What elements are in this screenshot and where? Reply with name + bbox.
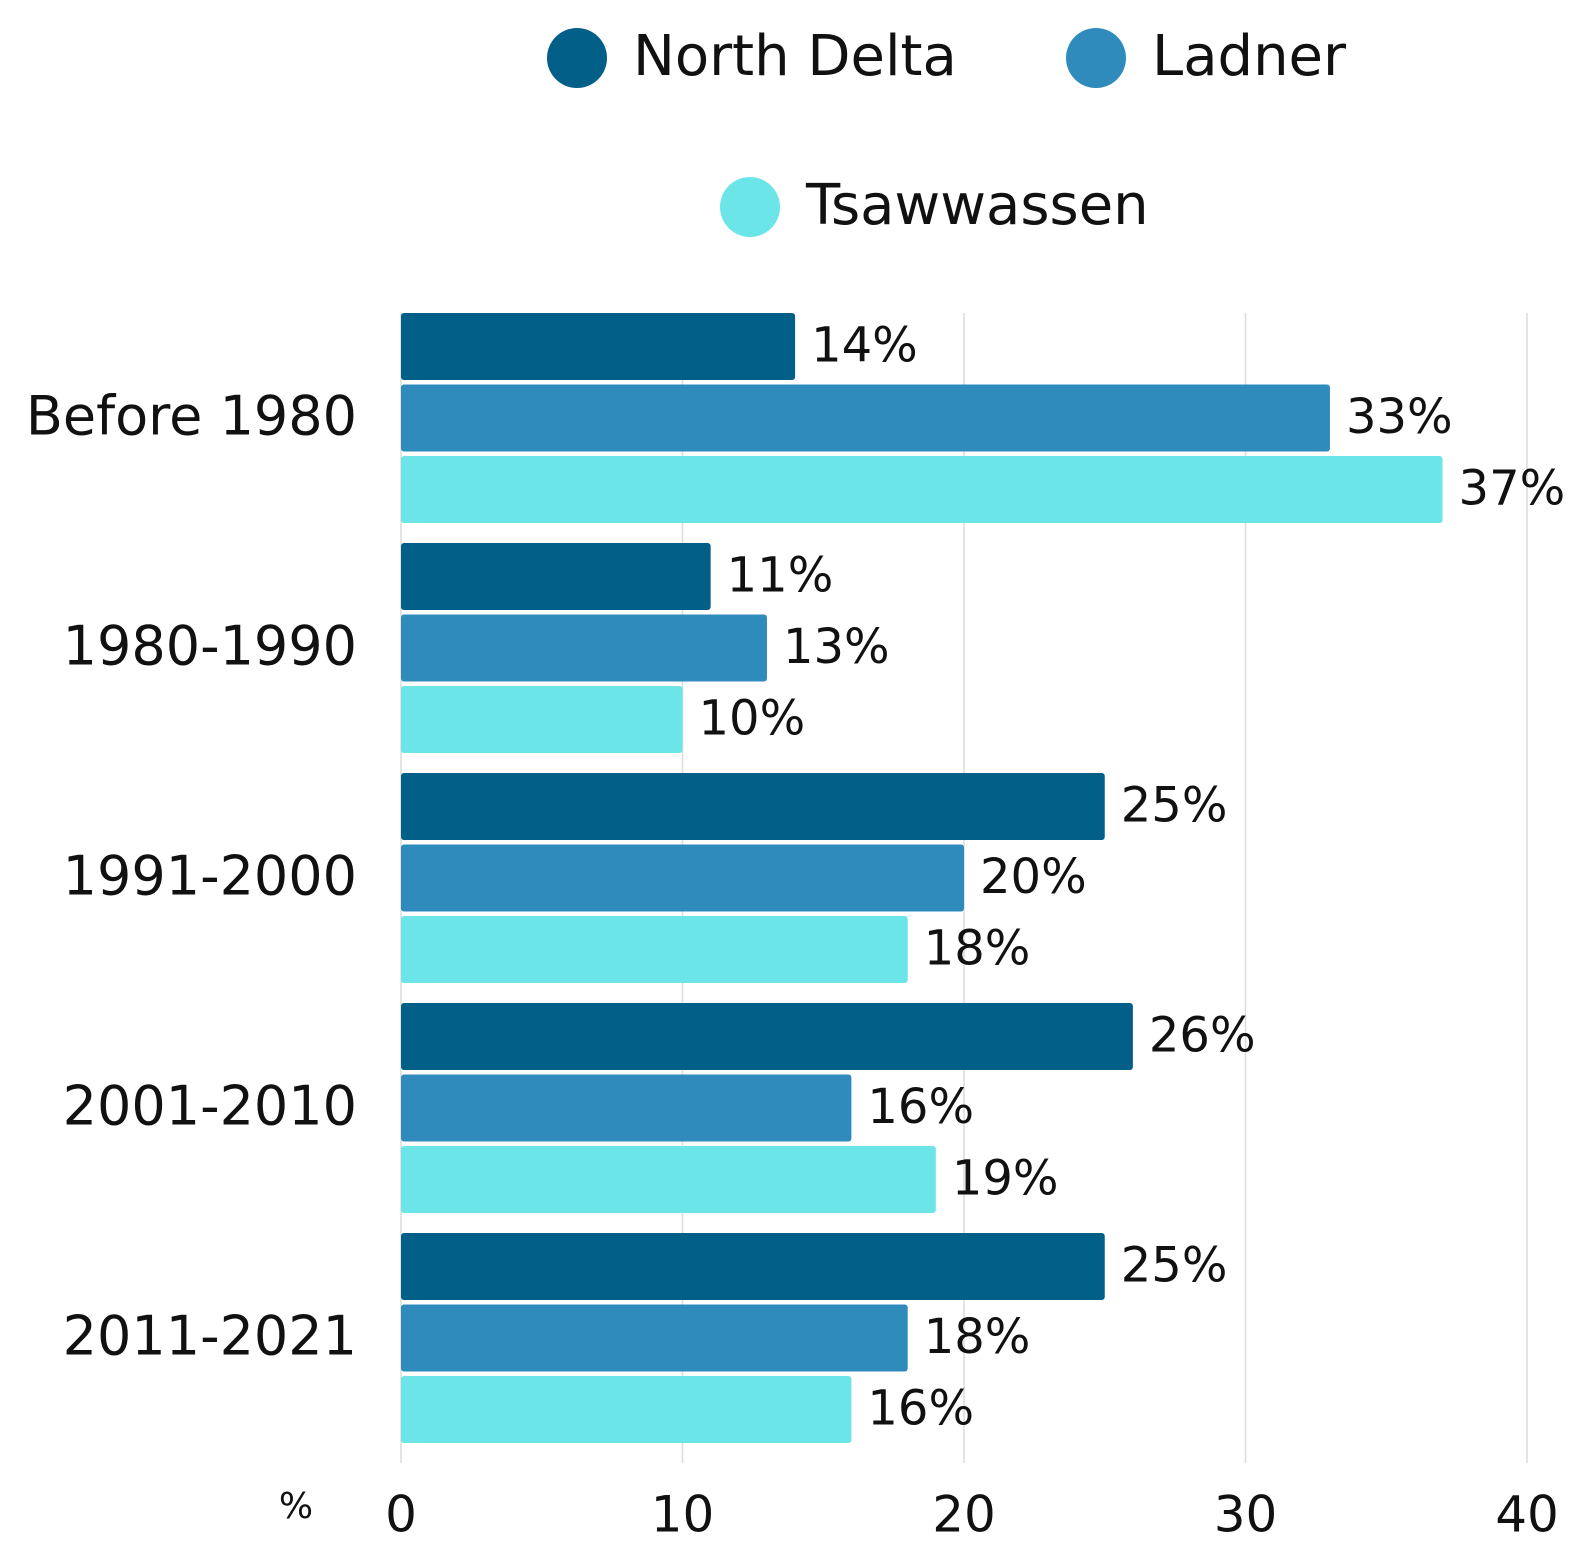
data-label: 25% (1121, 1238, 1228, 1294)
y-tick-label: 2001-2010 (63, 1075, 357, 1138)
data-label: 18% (924, 1309, 1031, 1365)
x-tick-label: 0 (385, 1486, 417, 1544)
bar (401, 1146, 936, 1213)
legend-label: Ladner (1152, 24, 1347, 89)
bar (401, 1304, 908, 1372)
legend-label: Tsawwassen (805, 173, 1149, 238)
data-label: 16% (867, 1079, 974, 1135)
bar (401, 844, 964, 912)
bar (401, 543, 711, 610)
x-axis-label: % (279, 1486, 313, 1527)
data-label: 11% (727, 548, 834, 604)
bar (401, 1074, 852, 1142)
legend-swatch (1066, 28, 1126, 88)
data-label: 14% (811, 318, 918, 374)
bar (401, 1233, 1105, 1300)
data-label: 16% (867, 1381, 974, 1437)
data-label: 18% (924, 921, 1031, 977)
data-label: 26% (1149, 1008, 1256, 1064)
bar (401, 313, 796, 380)
legend-label: North Delta (633, 24, 957, 89)
legend-swatch (720, 177, 780, 237)
data-label: 13% (783, 619, 890, 675)
bar (401, 686, 683, 753)
bar (401, 1376, 852, 1443)
y-tick-label: 1991-2000 (63, 845, 357, 908)
x-tick-label: 10 (651, 1486, 715, 1544)
bar (401, 456, 1443, 523)
bar (401, 916, 908, 983)
x-tick-label: 30 (1214, 1486, 1278, 1544)
legend-swatch (547, 28, 607, 88)
data-label: 10% (699, 691, 806, 747)
data-label: 19% (952, 1151, 1059, 1207)
data-label: 20% (980, 849, 1087, 905)
y-tick-label: 2011-2021 (63, 1305, 357, 1368)
y-tick-label: 1980-1990 (63, 615, 357, 678)
data-label: 25% (1121, 778, 1228, 834)
y-tick-label: Before 1980 (26, 385, 357, 448)
x-tick-label: 20 (932, 1486, 996, 1544)
x-tick-label: 40 (1495, 1486, 1559, 1544)
data-label: 37% (1459, 461, 1566, 517)
bar (401, 614, 767, 682)
bar (401, 1003, 1133, 1070)
bar (401, 384, 1330, 452)
bar (401, 773, 1105, 840)
data-label: 33% (1346, 389, 1453, 445)
